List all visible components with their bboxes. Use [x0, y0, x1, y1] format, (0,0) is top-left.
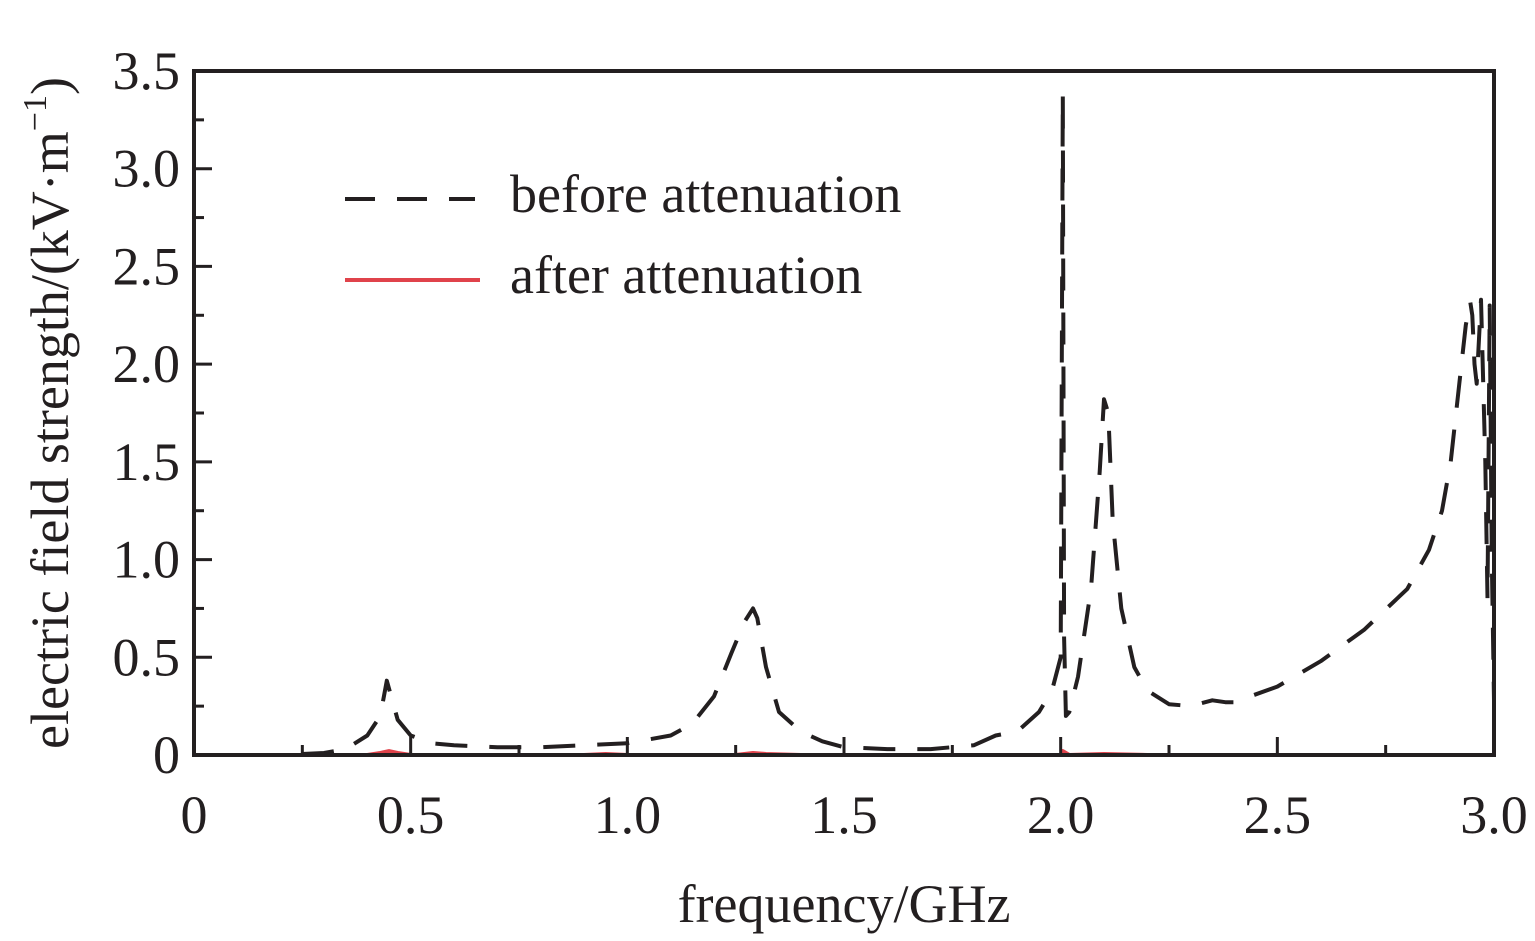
y-tick-label: 3.0: [113, 139, 181, 199]
x-tick-label: 1.0: [594, 785, 662, 845]
x-tick-labels: 0 0.5 1.0 1.5 2.0 2.5 3.0: [181, 785, 1528, 845]
plot-frame: [192, 69, 1496, 757]
y-tick-label: 1.5: [113, 432, 181, 492]
y-axis-title: electric field strength/(kV·m−1): [17, 77, 80, 749]
series-line-before-attenuation: [194, 92, 1494, 755]
y-tick-label: 3.5: [113, 41, 181, 101]
y-tick-labels: 0 0.5 1.0 1.5 2.0 2.5 3.0 3.5: [113, 41, 181, 785]
x-tick-label: 0.5: [377, 785, 445, 845]
x-tick-label: 2.5: [1244, 785, 1312, 845]
y-axis-title-main: electric field strength/(kV·m: [20, 131, 80, 749]
y-axis-title-superscript: −1: [17, 95, 54, 131]
legend: before attenuation after attenuation: [345, 164, 901, 305]
legend-label-before: before attenuation: [510, 164, 901, 224]
y-axis-title-close: ): [20, 77, 80, 95]
x-tick-label: 0: [181, 785, 208, 845]
x-tick-label: 3.0: [1460, 785, 1528, 845]
y-tick-label: 2.5: [113, 236, 181, 296]
y-tick-label: 1.0: [113, 530, 181, 590]
y-tick-label: 0: [153, 725, 180, 785]
y-tick-label: 2.0: [113, 334, 181, 394]
legend-label-after: after attenuation: [510, 245, 862, 305]
x-axis-title: frequency/GHz: [678, 874, 1011, 934]
y-tick-label: 0.5: [113, 627, 181, 687]
x-tick-label: 2.0: [1027, 785, 1095, 845]
x-tick-label: 1.5: [810, 785, 878, 845]
